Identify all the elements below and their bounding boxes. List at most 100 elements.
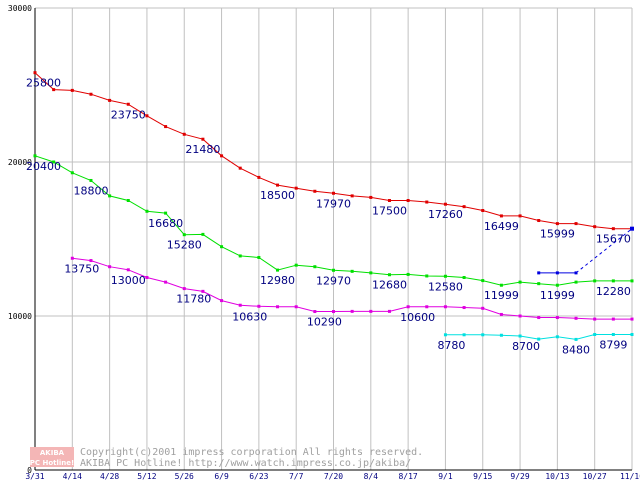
data-label: 15999: [540, 228, 575, 241]
data-point-magenta: [425, 305, 429, 309]
data-point-red: [313, 189, 317, 193]
data-label: 13750: [64, 262, 99, 275]
data-point-red: [555, 222, 559, 226]
data-point-green: [425, 274, 429, 278]
x-tick-label: 6/9: [214, 472, 229, 480]
data-point-green: [220, 245, 224, 249]
data-label: 8799: [599, 338, 627, 351]
data-label: 25800: [26, 77, 61, 90]
x-tick-label: 11/10: [620, 472, 640, 480]
data-label: 16680: [148, 217, 183, 230]
data-point-magenta: [220, 299, 224, 303]
data-label: 17260: [428, 208, 463, 221]
data-label: 12280: [596, 285, 631, 298]
data-point-green: [406, 272, 410, 276]
data-point-green: [537, 282, 541, 286]
data-label: 17500: [372, 205, 407, 218]
data-label: 12980: [260, 274, 295, 287]
data-point-red: [387, 199, 391, 202]
data-label: 15280: [167, 239, 202, 252]
data-label: 21480: [185, 143, 220, 156]
data-point-red: [238, 166, 242, 170]
data-label: 12580: [428, 280, 463, 293]
grid-lines: [35, 7, 633, 470]
data-point-green: [182, 233, 186, 237]
data-point-green: [294, 263, 298, 267]
data-label: 17970: [316, 197, 351, 210]
data-point-red: [257, 175, 261, 179]
data-point-red: [220, 154, 224, 158]
data-label: 11780: [176, 293, 211, 306]
data-point-green: [164, 211, 168, 215]
data-point-red: [52, 88, 56, 92]
x-tick-label: 3/31: [25, 472, 44, 480]
data-point-red: [126, 102, 130, 106]
data-point-red: [518, 214, 522, 218]
data-point-magenta: [201, 289, 205, 293]
data-point-red: [294, 186, 298, 190]
y-tick-label: 30000: [8, 4, 32, 13]
data-point-magenta: [518, 314, 522, 318]
axes: 0 10000 20000 30000 3/31 4/14 4/28 5/12 5/26 6/9 6…: [8, 4, 640, 481]
data-point-blue-dashed: [630, 226, 634, 231]
data-point-green: [593, 279, 597, 283]
data-point-cyan: [555, 335, 559, 339]
data-point-red: [182, 132, 186, 136]
data-label: 18800: [73, 184, 108, 197]
data-point-green: [574, 280, 578, 284]
x-tick-label: 8/4: [364, 472, 379, 480]
y-tick-label: 20000: [8, 158, 32, 167]
data-point-green: [108, 194, 112, 198]
data-point-red: [425, 200, 429, 204]
data-label: 20400: [26, 160, 61, 173]
data-point-green: [145, 209, 149, 213]
data-point-cyan: [630, 332, 634, 336]
data-label: 11999: [484, 289, 519, 302]
data-labels: 25800 23750 21480 18500 17970 17500 17260 16499…: [26, 77, 631, 357]
data-point-red: [611, 227, 615, 231]
data-point-red: [462, 205, 466, 209]
series-lines: [33, 71, 634, 341]
y-tick-label: 10000: [8, 312, 32, 321]
x-tick-label: 9/15: [473, 472, 492, 480]
data-point-red: [276, 183, 280, 187]
data-point-magenta: [593, 317, 597, 321]
watermark: AKIBA PC Hotline! Copyright(c)2001 impre…: [30, 447, 423, 469]
data-label: 12680: [372, 279, 407, 292]
x-tick-label: 4/14: [63, 472, 82, 480]
data-point-magenta: [350, 309, 354, 313]
data-label: 13000: [111, 274, 146, 287]
data-point-magenta: [164, 280, 168, 284]
data-point-green: [276, 268, 280, 272]
data-point-magenta: [126, 268, 130, 272]
data-point-green: [462, 276, 466, 279]
data-point-green: [443, 274, 447, 278]
data-point-red: [406, 199, 410, 202]
data-point-green: [481, 279, 485, 283]
copyright-line-2: AKIBA PC Hotline! http://www.watch.impre…: [80, 458, 411, 469]
data-point-green: [313, 265, 317, 269]
data-point-cyan: [443, 333, 447, 337]
data-label: 23750: [111, 108, 146, 121]
data-point-green: [52, 160, 56, 164]
data-point-red: [70, 88, 74, 92]
data-point-red: [499, 214, 503, 218]
data-point-red: [593, 225, 597, 229]
data-point-magenta: [406, 305, 410, 309]
data-label: 8700: [512, 340, 540, 353]
data-point-red: [145, 114, 149, 118]
x-tick-label: 6/23: [249, 472, 268, 480]
data-label: 11999: [540, 289, 575, 302]
data-point-green: [630, 279, 634, 283]
data-label: 10290: [307, 316, 342, 329]
data-label: 12970: [316, 274, 351, 287]
data-point-green: [499, 283, 503, 287]
akiba-logo-bottom: PC Hotline!: [30, 459, 74, 467]
akiba-logo-bottom-box: [30, 457, 74, 467]
data-point-green: [33, 154, 37, 158]
data-point-red: [350, 194, 354, 198]
x-tick-label: 7/20: [324, 472, 343, 480]
data-point-green: [332, 268, 335, 272]
data-point-red: [332, 191, 335, 195]
data-point-magenta: [387, 309, 391, 313]
